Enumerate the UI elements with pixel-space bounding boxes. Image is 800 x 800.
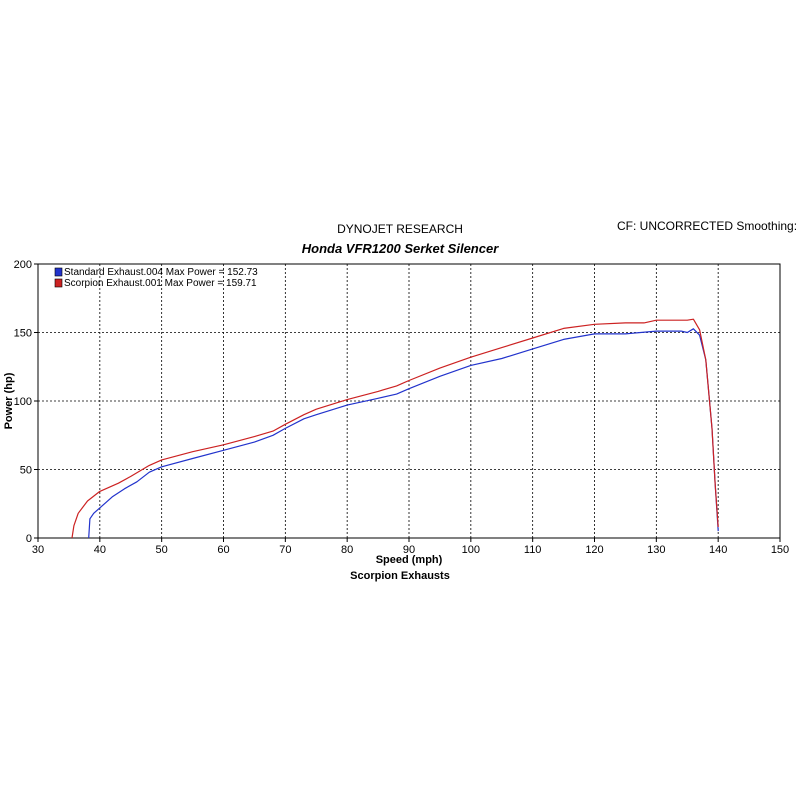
series-lines — [71, 318, 719, 539]
legend: Standard Exhaust.004 Max Power = 152.73S… — [54, 267, 258, 289]
y-axis-label: Power (hp) — [3, 372, 15, 429]
series-line-1 — [88, 328, 719, 539]
legend-label: Standard Exhaust.004 Max Power = 152.73 — [64, 267, 258, 278]
x-tick-label: 50 — [156, 544, 168, 556]
y-tick-label: 100 — [14, 396, 32, 408]
chart-footer: Scorpion Exhausts — [350, 570, 450, 582]
x-tick-label: 130 — [647, 544, 665, 556]
x-tick-label: 150 — [771, 544, 789, 556]
legend-label: Scorpion Exhaust.001 Max Power = 159.71 — [64, 278, 257, 289]
chart-title: Honda VFR1200 Serket Silencer — [301, 241, 499, 256]
x-tick-label: 100 — [462, 544, 480, 556]
x-tick-label: 80 — [341, 544, 353, 556]
x-tick-label: 90 — [403, 544, 415, 556]
y-tick-labels: 0 50 100 150 200 — [14, 259, 38, 545]
y-tick-label: 200 — [14, 259, 32, 271]
series-line-2 — [71, 318, 719, 539]
x-tick-labels: 30 40 50 60 70 80 90 100 110 120 130 140 150 — [32, 538, 789, 556]
x-tick-label: 120 — [585, 544, 603, 556]
company-title: DYNOJET RESEARCH — [337, 222, 463, 236]
x-tick-label: 140 — [709, 544, 727, 556]
x-axis-label: Speed (mph) — [376, 554, 443, 566]
legend-swatch — [54, 267, 63, 277]
x-tick-label: 60 — [217, 544, 229, 556]
correction-smoothing-label: CF: UNCORRECTED Smoothing: 5 — [617, 219, 800, 233]
y-tick-label: 50 — [20, 465, 32, 477]
y-tick-label: 0 — [26, 533, 32, 545]
x-tick-label: 70 — [279, 544, 291, 556]
x-tick-label: 30 — [32, 544, 44, 556]
grid — [38, 264, 780, 538]
x-tick-label: 40 — [94, 544, 106, 556]
legend-swatch — [54, 278, 63, 288]
x-tick-label: 110 — [524, 544, 542, 556]
y-tick-label: 150 — [14, 328, 32, 340]
